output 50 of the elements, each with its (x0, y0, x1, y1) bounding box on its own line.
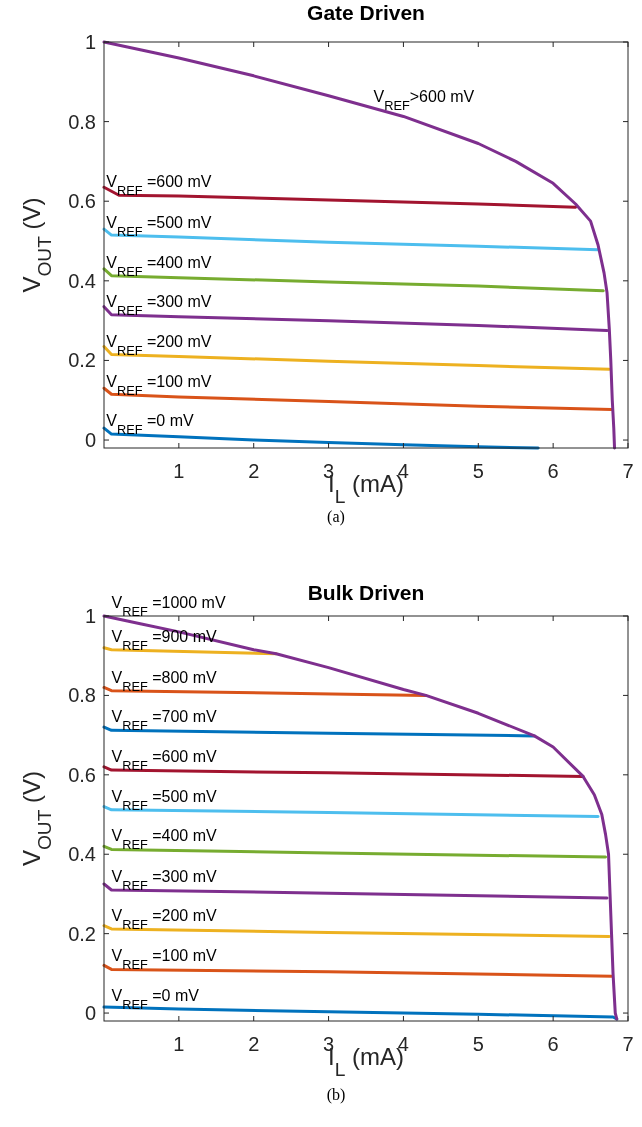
annotation: V$_{REF}$ =600 mV (111, 748, 218, 773)
x-tick-label: 2 (248, 1033, 260, 1055)
annotation: V$_{REF}$ =400 mV (106, 254, 212, 279)
y-tick-label: 0.4 (68, 269, 96, 292)
x-tick-label: 5 (472, 460, 484, 482)
annotation: V$_{REF}$ =300 mV (111, 867, 218, 893)
line-series (102, 345, 611, 371)
annotation: V$_{REF}$ =700 mV (111, 708, 218, 733)
line-series (102, 386, 614, 411)
annotation: V$_{REF}$ =100 mV (111, 947, 218, 972)
y-tick-label: 0.2 (68, 922, 96, 945)
y-tick-label: 0.6 (68, 763, 96, 786)
line-series (102, 426, 540, 450)
annotation: V$_{REF}$>600 mV (373, 87, 475, 113)
annotation: V$_{REF}$ =0 mV (106, 412, 194, 437)
y-tick-label: 0.2 (68, 349, 96, 372)
chart-title: Gate Driven (307, 1, 425, 24)
annotation: V$_{REF}$ =200 mV (111, 906, 218, 932)
x-tick-label: 6 (547, 460, 559, 482)
y-tick-label: 0.6 (68, 190, 96, 213)
annotation: V$_{REF}$ =200 mV (106, 333, 212, 358)
text: (b) (326, 1086, 346, 1104)
text: (a) (327, 508, 345, 526)
line-series (102, 267, 605, 293)
line-series (102, 614, 619, 1021)
y-tick-label: 0.4 (68, 843, 96, 866)
annotation: V$_{REF}$ =800 mV (111, 668, 218, 694)
annotation: V$_{REF}$ =300 mV (106, 293, 212, 318)
annotation: V$_{REF}$ =500 mV (111, 787, 218, 813)
line-series (102, 40, 617, 450)
x-tick-label: 5 (472, 1033, 484, 1055)
y-tick-label: 1 (84, 605, 96, 627)
annotation: V$_{REF}$ =600 mV (106, 173, 212, 198)
x-tick-label: 7 (622, 1033, 634, 1055)
y-tick-label: 0 (84, 429, 96, 452)
x-tick-label: 1 (173, 460, 185, 482)
y-tick-label: 0.8 (68, 684, 96, 707)
annotation: V$_{REF}$ =100 mV (106, 373, 212, 398)
y-tick-label: 0.8 (68, 110, 96, 133)
chart-title: Bulk Driven (307, 581, 425, 604)
y-tick-label: 0 (84, 1002, 96, 1025)
x-tick-label: 6 (547, 1033, 559, 1055)
line-series (102, 185, 578, 209)
annotation: V$_{REF}$ =1000 mV (111, 594, 226, 619)
x-tick-label: 1 (173, 1033, 185, 1055)
x-tick-label: 2 (248, 460, 260, 482)
line-series (102, 227, 600, 252)
x-tick-label: 7 (622, 460, 634, 482)
y-tick-label: 1 (84, 31, 96, 53)
annotation: V$_{REF}$ =400 mV (111, 827, 218, 852)
